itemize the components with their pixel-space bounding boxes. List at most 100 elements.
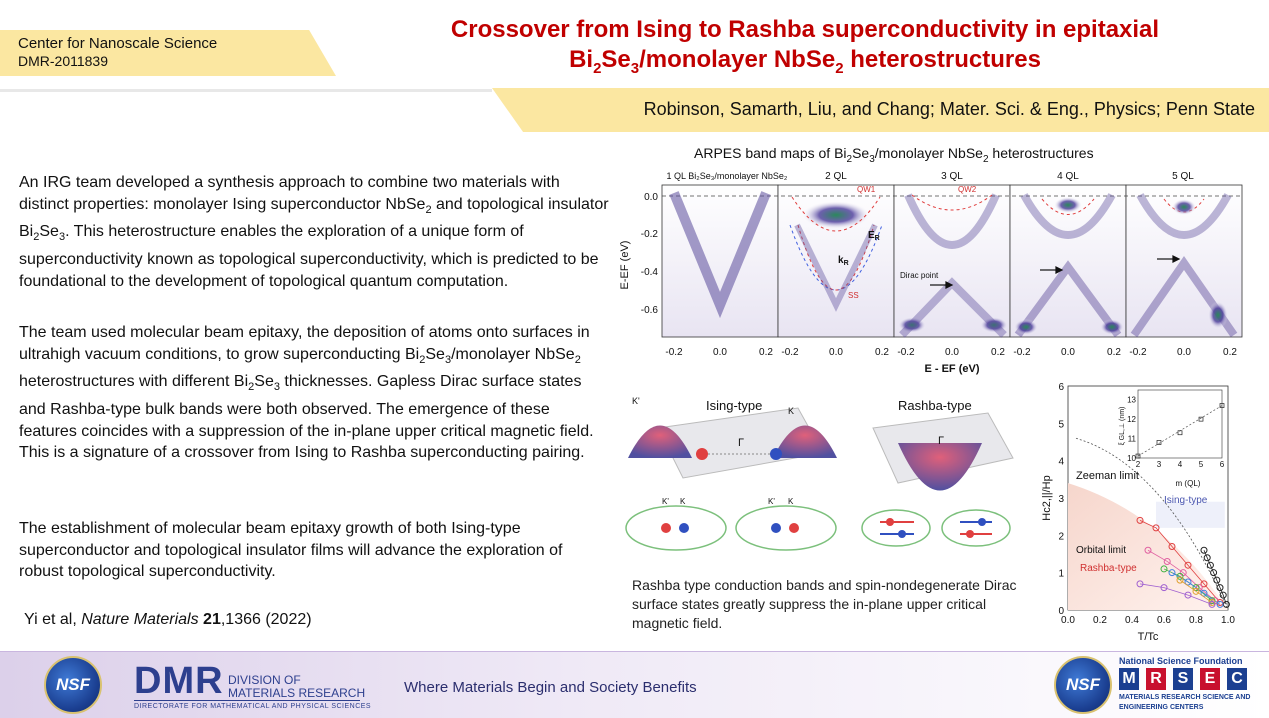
svg-text:0.0: 0.0 xyxy=(829,347,843,358)
ytick: -0.2 xyxy=(641,229,659,240)
ytick-label: 5 xyxy=(1058,419,1064,430)
center-banner: Center for Nanoscale Science DMR-2011839 xyxy=(0,30,336,76)
svg-text:-0.2: -0.2 xyxy=(1129,347,1147,358)
inset-xtick: 5 xyxy=(1199,460,1204,469)
data-point xyxy=(1160,565,1168,573)
mrsec-letter: E xyxy=(1200,668,1220,690)
qw2-label: QW2 xyxy=(958,185,977,194)
data-point xyxy=(1192,584,1200,592)
svg-text:-0.2: -0.2 xyxy=(1013,347,1031,358)
svg-text:0.0: 0.0 xyxy=(1061,347,1075,358)
mrsec-line-2: ENGINEERING CENTERS xyxy=(1119,704,1204,711)
data-point xyxy=(1176,576,1184,584)
yticks-layer: 0 1 2 3 4 5 6 xyxy=(1058,382,1064,617)
ytick-label: 3 xyxy=(1058,494,1064,505)
footer-tagline: Where Materials Begin and Society Benefi… xyxy=(404,679,697,696)
inset-point xyxy=(1177,430,1183,436)
er-label: ER xyxy=(868,230,880,242)
inset-point xyxy=(1198,416,1204,422)
inset-ytick: 12 xyxy=(1127,415,1136,424)
series-line xyxy=(1147,549,1216,601)
orbital-region xyxy=(1068,483,1228,610)
rashba-circle-2 xyxy=(941,509,1011,547)
ytick-label: 4 xyxy=(1058,457,1064,468)
ytick: 0.0 xyxy=(644,192,658,203)
xtick-label: 0.0 xyxy=(1061,615,1075,626)
mrsec-letter: R xyxy=(1146,668,1166,690)
dmr-line-1: DIVISION OF xyxy=(228,673,301,687)
paragraph-1: An IRG team developed a synthesis approa… xyxy=(19,174,609,290)
xtick-label: 1.0 xyxy=(1221,615,1235,626)
band-schematic: Ising-type K' K Γ K' K K' K Rashba-type … xyxy=(625,396,1014,551)
data-point xyxy=(1200,546,1208,554)
dmr-line-2: MATERIALS RESEARCH xyxy=(228,686,366,700)
svg-text:0.0: 0.0 xyxy=(713,347,727,358)
arpes-figure: 1 QL Bi₂Se₃/monolayer NbSe₂ 2 QL 3 QL 4 … xyxy=(619,171,1243,375)
ising-circle-1 xyxy=(625,505,727,551)
nsf-name: National Science Foundation xyxy=(1119,656,1243,666)
data-point xyxy=(1168,569,1176,577)
data-point xyxy=(1192,587,1200,595)
zeeman-limit-label: Zeeman limit xyxy=(1076,470,1139,482)
rashba-cone xyxy=(898,443,982,491)
figure-caption: Rashba type conduction bands and spin-no… xyxy=(632,577,1017,631)
series-line xyxy=(1203,550,1227,605)
svg-text:0.2: 0.2 xyxy=(991,347,1005,358)
title-line-2: Bi2Se3/monolayer NbSe2 heterostructures xyxy=(569,46,1041,77)
authors-text: Robinson, Samarth, Liu, and Chang; Mater… xyxy=(643,99,1255,119)
inset-point xyxy=(1156,440,1162,445)
ytick: -0.6 xyxy=(641,305,659,316)
series-line xyxy=(1139,583,1213,605)
ytick-label: 6 xyxy=(1058,382,1064,393)
k-prime-label: K' xyxy=(632,396,640,406)
panel-label-3: 3 QL xyxy=(941,171,963,182)
data-point xyxy=(1184,591,1192,599)
ss-label: SS xyxy=(848,291,859,300)
data-point xyxy=(1184,561,1192,569)
rashba-type-label: Rashba-type xyxy=(1080,563,1137,574)
zeeman-curve xyxy=(1075,437,1229,611)
dmr-directorate: DIRECTORATE FOR MATHEMATICAL AND PHYSICA… xyxy=(134,703,372,710)
data-point xyxy=(1200,580,1208,588)
slide-title: Crossover from Ising to Rashba supercond… xyxy=(380,15,1230,84)
data-point xyxy=(1208,599,1216,607)
paragraph-2: The team used molecular beam epitaxy, th… xyxy=(19,324,594,462)
inset-ytick: 13 xyxy=(1127,396,1136,405)
nsf-logo-icon: NSF xyxy=(1054,656,1112,714)
rashba-circle-1 xyxy=(861,509,931,547)
inset-ylabel: ξ GL,⊥ (nm) xyxy=(1119,407,1126,446)
svg-text:0.2: 0.2 xyxy=(1107,347,1121,358)
data-point xyxy=(1136,580,1144,588)
inset-xtick: 6 xyxy=(1220,460,1225,469)
kr-label: kR xyxy=(838,255,849,267)
award-number: DMR-2011839 xyxy=(18,53,109,69)
inset-point xyxy=(1135,453,1141,459)
k-prime-label: K' xyxy=(662,497,669,506)
data-point xyxy=(1216,584,1224,592)
series-line xyxy=(1179,579,1213,603)
inset-ytick: 11 xyxy=(1128,435,1137,444)
inset-frame xyxy=(1137,389,1223,459)
arpes-ylabel: E-EF (eV) xyxy=(619,241,631,290)
dmr-logo: DMR xyxy=(134,660,224,702)
ytick: -0.4 xyxy=(641,267,659,278)
svg-text:-0.2: -0.2 xyxy=(897,347,915,358)
author-banner: Robinson, Samarth, Liu, and Chang; Mater… xyxy=(492,88,1269,132)
gamma-label: Γ xyxy=(738,437,744,449)
ytick-label: 1 xyxy=(1058,569,1064,580)
xticks-layer: 0.0 0.2 0.4 0.6 0.8 1.0 xyxy=(1061,615,1235,626)
data-point xyxy=(1160,584,1168,592)
panel-label-2: 2 QL xyxy=(825,171,847,182)
ising-cone-left xyxy=(628,425,692,458)
spin-down-icon xyxy=(770,448,782,460)
data-point xyxy=(1168,543,1176,551)
data-point xyxy=(1210,569,1218,577)
panel-label-1: 1 QL Bi₂Se₃/monolayer NbSe₂ xyxy=(667,171,788,181)
ytick-label: 2 xyxy=(1058,531,1064,542)
data-point xyxy=(1144,546,1152,554)
data-point xyxy=(1176,572,1184,580)
data-point xyxy=(1213,576,1221,584)
xtick-label: 0.2 xyxy=(1093,615,1107,626)
chart-xlabel: T/Tc xyxy=(1138,631,1159,643)
data-point xyxy=(1208,600,1216,608)
